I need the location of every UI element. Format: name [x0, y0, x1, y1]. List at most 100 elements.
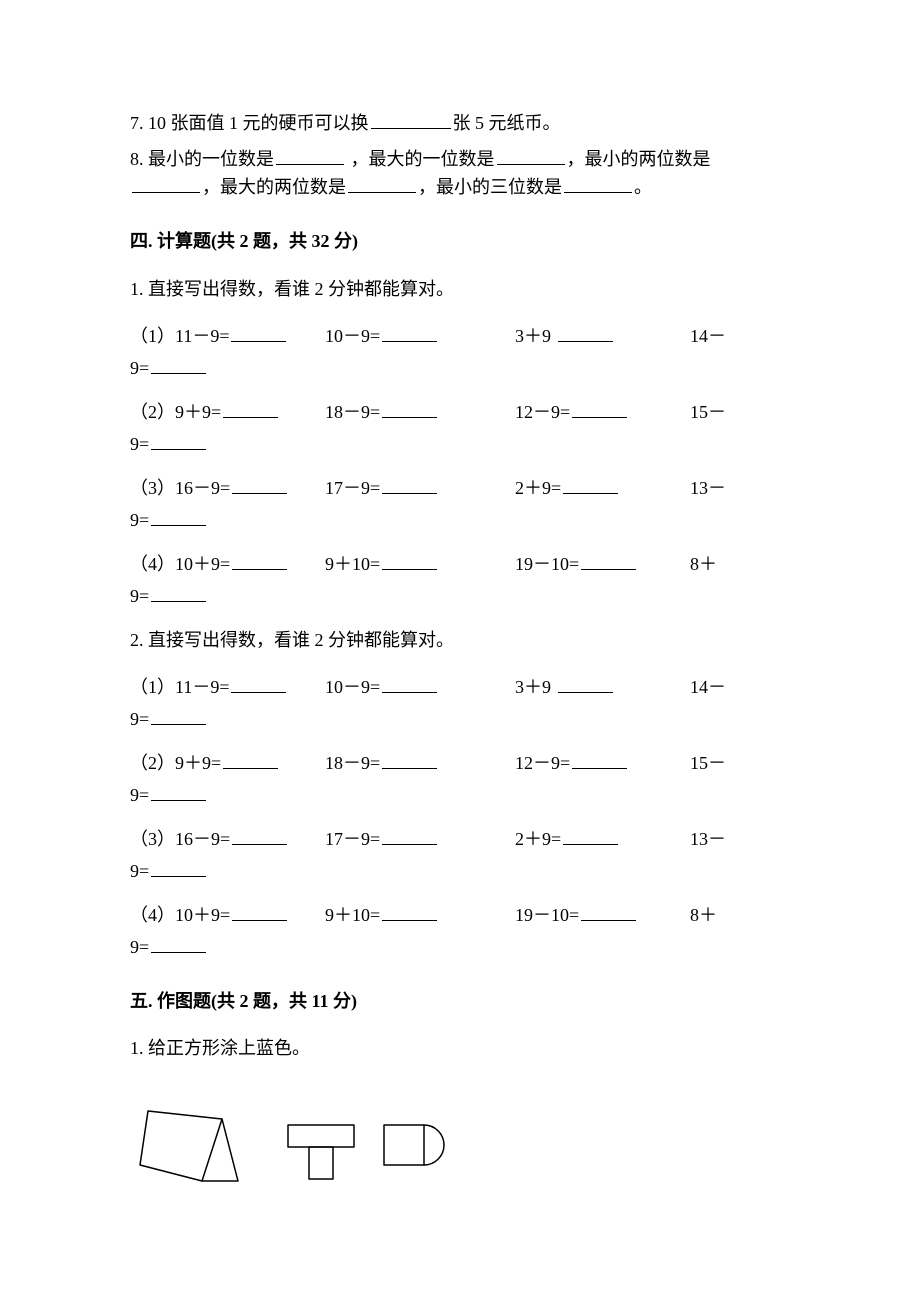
calc-row: （3）16－9=17－9=2＋9=13－	[130, 826, 790, 854]
sec4-q2-lead: 2. 直接写出得数，看谁 2 分钟都能算对。	[130, 627, 790, 655]
calc-cell: （4）10＋9=	[130, 551, 325, 579]
q8-p1: 8. 最小的一位数是	[130, 149, 274, 169]
calc-cell: 14－	[690, 674, 790, 702]
answer-blank	[151, 724, 206, 725]
calc-line: （4）10＋9=9＋10=19－10=8＋9=	[130, 551, 790, 611]
calc-cell: 9＋10=	[325, 551, 515, 579]
answer-blank	[231, 341, 286, 342]
answer-blank	[382, 692, 437, 693]
answer-blank	[572, 417, 627, 418]
answer-blank	[563, 844, 618, 845]
calc-cell: 13－	[690, 826, 790, 854]
q8-blank3	[132, 192, 200, 193]
calc-cell: 9＋10=	[325, 902, 515, 930]
answer-blank	[581, 569, 636, 570]
calc-cell: 13－	[690, 475, 790, 503]
calc-cell: 12－9=	[515, 399, 690, 427]
calc-line: （3）16－9=17－9=2＋9=13－ 9=	[130, 475, 790, 535]
calc-cell: 17－9=	[325, 826, 515, 854]
calc-line: （2）9＋9=18－9=12－9=15－ 9=	[130, 750, 790, 810]
calc-row: （2）9＋9=18－9=12－9=15－	[130, 399, 790, 427]
answer-blank	[151, 876, 206, 877]
calc-cell: 2＋9=	[515, 826, 690, 854]
answer-blank	[382, 768, 437, 769]
shape1-tri	[202, 1119, 238, 1181]
answer-blank	[223, 417, 278, 418]
calc-cell: （3）16－9=	[130, 826, 325, 854]
answer-blank	[232, 920, 287, 921]
answer-blank	[151, 525, 206, 526]
calc-cell: 17－9=	[325, 475, 515, 503]
answer-blank	[558, 341, 613, 342]
answer-blank	[382, 341, 437, 342]
answer-blank	[382, 493, 437, 494]
answer-blank	[382, 569, 437, 570]
answer-blank	[151, 952, 206, 953]
calc-row: （2）9＋9=18－9=12－9=15－	[130, 750, 790, 778]
calc-cell: （1）11－9=	[130, 674, 325, 702]
calc-wrap: 9=	[130, 858, 790, 886]
calc-cell: 18－9=	[325, 399, 515, 427]
answer-blank	[232, 844, 287, 845]
fill-q8: 8. 最小的一位数是 ，最大的一位数是，最小的两位数是 ，最大的两位数是，最小的…	[130, 146, 790, 202]
calc-line: （1）11－9=10－9=3＋9 14－ 9=	[130, 323, 790, 383]
sec4-q1-calcs: （1）11－9=10－9=3＋9 14－9=（2）9＋9=18－9=12－9=1…	[130, 323, 790, 610]
shape3-arc	[424, 1125, 444, 1165]
answer-blank	[563, 493, 618, 494]
q8-blank1	[276, 164, 344, 165]
calc-row: （1）11－9=10－9=3＋9 14－	[130, 323, 790, 351]
calc-cell: 15－	[690, 750, 790, 778]
calc-line: （4）10＋9=9＋10=19－10=8＋ 9=	[130, 902, 790, 962]
answer-blank	[232, 569, 287, 570]
calc-wrap: 9=	[130, 355, 790, 383]
q8-blank2	[497, 164, 565, 165]
calc-cell: 3＋9	[515, 674, 690, 702]
calc-line: （3）16－9=17－9=2＋9=13－ 9=	[130, 826, 790, 886]
answer-blank	[151, 800, 206, 801]
q7-prefix: 7. 10 张面值 1 元的硬币可以换	[130, 113, 369, 133]
q8-blank5	[564, 192, 632, 193]
calc-wrap: 9=	[130, 782, 790, 810]
calc-cell: （2）9＋9=	[130, 399, 325, 427]
calc-wrap: 9=	[130, 934, 790, 962]
fill-q7: 7. 10 张面值 1 元的硬币可以换 张 5 元纸币。	[130, 110, 790, 138]
calc-cell: （3）16－9=	[130, 475, 325, 503]
q7-suffix: 张 5 元纸币。	[453, 113, 561, 133]
calc-cell: 8＋	[690, 902, 790, 930]
sec4-q1-lead: 1. 直接写出得数，看谁 2 分钟都能算对。	[130, 276, 790, 304]
calc-cell: （1）11－9=	[130, 323, 325, 351]
q7-blank	[371, 128, 451, 129]
q8-l2c: 。	[634, 177, 652, 197]
answer-blank	[382, 920, 437, 921]
shape2-top	[288, 1125, 354, 1147]
calc-cell: （4）10＋9=	[130, 902, 325, 930]
answer-blank	[572, 768, 627, 769]
calc-wrap: 9=	[130, 431, 790, 459]
answer-blank	[151, 449, 206, 450]
section4-title: 四. 计算题(共 2 题，共 32 分)	[130, 228, 790, 256]
calc-cell: 2＋9=	[515, 475, 690, 503]
calc-cell: 18－9=	[325, 750, 515, 778]
sec5-q1: 1. 给正方形涂上蓝色。	[130, 1035, 790, 1063]
shape3-square	[384, 1125, 424, 1165]
q8-l2a: ，最大的两位数是	[202, 177, 346, 197]
calc-wrap: 9=	[130, 507, 790, 535]
calc-row: （4）10＋9=9＋10=19－10=8＋	[130, 551, 790, 579]
calc-cell: 3＋9	[515, 323, 690, 351]
calc-cell: 15－	[690, 399, 790, 427]
section5-title: 五. 作图题(共 2 题，共 11 分)	[130, 988, 790, 1016]
answer-blank	[223, 768, 278, 769]
answer-blank	[232, 493, 287, 494]
calc-cell: （2）9＋9=	[130, 750, 325, 778]
calc-row: （3）16－9=17－9=2＋9=13－	[130, 475, 790, 503]
calc-cell: 12－9=	[515, 750, 690, 778]
calc-wrap: 9=	[130, 706, 790, 734]
answer-blank	[581, 920, 636, 921]
calc-line: （1）11－9=10－9=3＋9 14－9=	[130, 674, 790, 734]
answer-blank	[231, 692, 286, 693]
calc-cell: 19－10=	[515, 902, 690, 930]
shape2-stem	[309, 1147, 333, 1179]
answer-blank	[151, 601, 206, 602]
calc-cell: 10－9=	[325, 323, 515, 351]
q8-p2: ，最大的一位数是	[346, 149, 495, 169]
